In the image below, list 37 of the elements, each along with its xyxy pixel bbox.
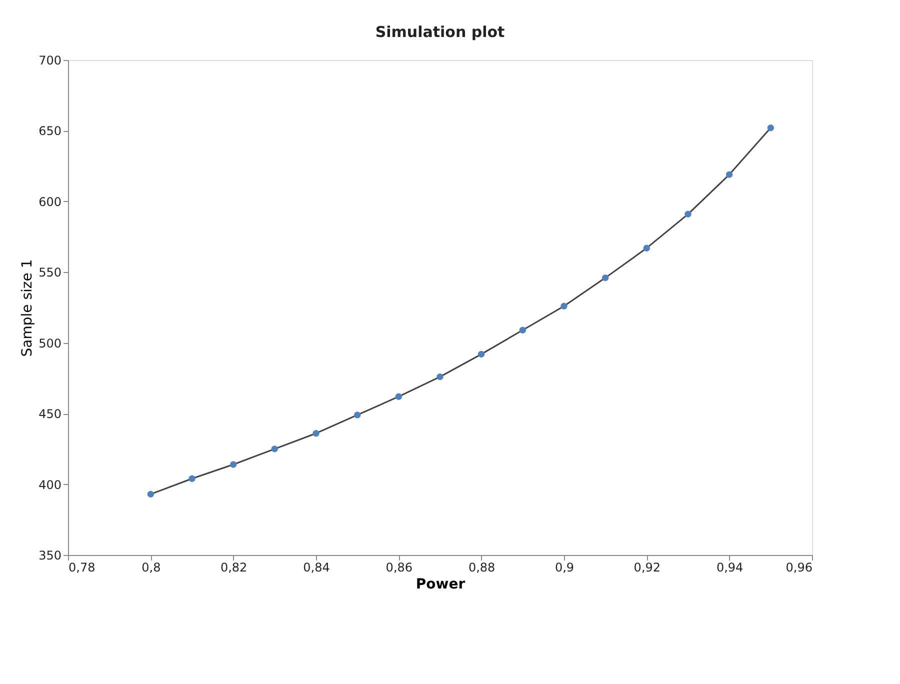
x-tick-label: 0,86 (386, 560, 413, 574)
point (478, 350, 485, 358)
point (560, 302, 568, 310)
x-tick-label: 0,9 (554, 560, 574, 574)
point (726, 171, 733, 178)
x-axis-title: Power (416, 576, 466, 592)
x-tick-label: 0,92 (634, 560, 661, 574)
point (602, 274, 609, 282)
x-tick-label: 0,78 (68, 560, 96, 574)
y-tick-label: 550 (38, 266, 62, 280)
point (354, 412, 361, 418)
point (147, 490, 154, 498)
y-tick-label: 350 (38, 548, 62, 562)
y-tick-label: 450 (38, 407, 62, 422)
point (519, 326, 526, 334)
y-tick-label: 650 (38, 124, 62, 138)
point (436, 373, 444, 380)
x-tick-label: 0,88 (468, 560, 496, 574)
y-tick-label: 400 (38, 478, 62, 492)
y-tick-label: 500 (38, 336, 62, 350)
point (188, 475, 196, 482)
point (767, 124, 774, 132)
x-tick-label: 0,96 (786, 560, 812, 574)
point (312, 430, 320, 437)
x-tick-label: 0,94 (716, 560, 744, 574)
point (271, 446, 278, 452)
x-tick-label: 0,8 (142, 560, 161, 574)
y-axis-title: Sample size 1 (20, 259, 36, 357)
point (643, 244, 650, 252)
point (230, 461, 237, 468)
y-tick-label: 600 (38, 194, 62, 209)
x-tick-label: 0,84 (303, 560, 330, 574)
point (395, 393, 402, 400)
point (684, 210, 692, 218)
y-tick-label: 700 (38, 54, 62, 68)
x-tick-label: 0,82 (220, 560, 248, 574)
chart-title: Simulation plot (375, 23, 505, 41)
